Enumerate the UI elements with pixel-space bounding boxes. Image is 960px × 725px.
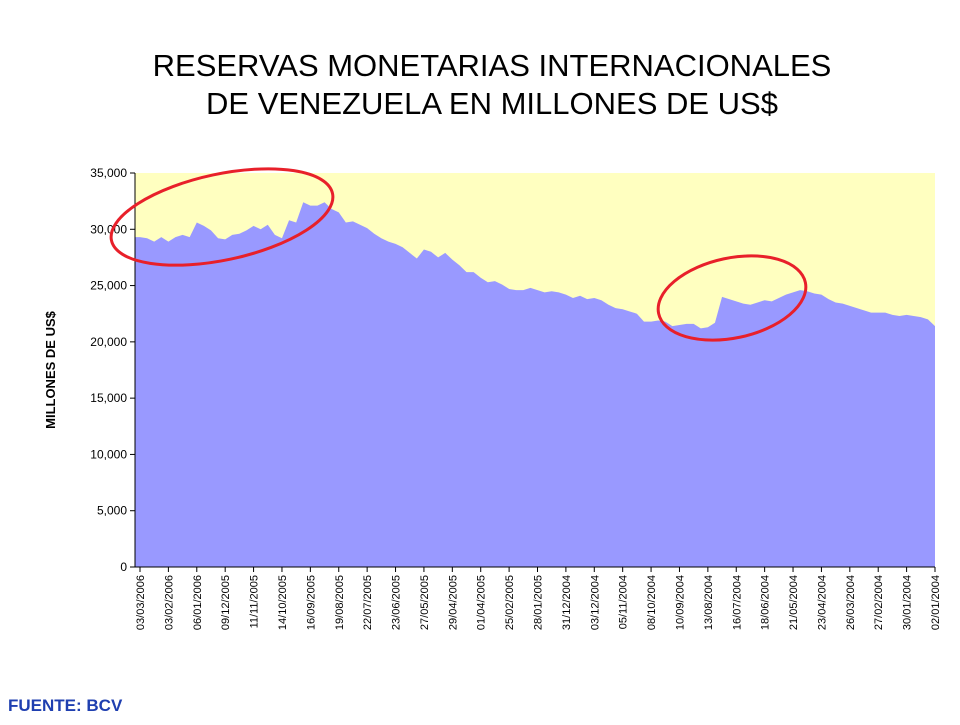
x-tick-label: 27/02/2004 [873,575,885,630]
y-tick-label: 20,000 [90,335,127,349]
x-tick-label: 23/06/2005 [391,575,403,630]
x-tick-label: 03/02/2006 [163,575,175,630]
x-tick-label: 13/08/2004 [703,575,715,630]
y-tick-label: 30,000 [90,222,127,236]
x-tick-label: 05/11/2004 [618,575,630,629]
x-tick-label: 18/06/2004 [760,575,772,630]
area [135,202,935,568]
highlight-ellipse [109,167,335,267]
x-tick-label: 28/01/2005 [533,575,545,630]
source: FUENTE: BCV [8,696,123,715]
x-tick-label: 27/05/2005 [419,575,431,630]
highlight-ellipse [656,254,808,342]
x-tick-label: 30/01/2004 [902,575,914,630]
x-tick-label: 31/12/2004 [561,575,573,630]
x-tick-label: 21/05/2004 [788,575,800,630]
y-tick-label: 10,000 [90,447,127,461]
y-tick-label: 35,000 [90,166,127,180]
x-tick-label: 03/03/2006 [135,575,147,630]
x-tick-label: 22/07/2005 [362,575,374,630]
x-tick-label: 14/10/2005 [277,575,289,630]
x-tick-label: 11/11/2005 [249,575,261,628]
chart-title: DE VENEZUELA EN MILLONES DE US$ [206,86,778,121]
x-tick-label: 23/04/2004 [816,575,828,630]
x-tick-label: 02/01/2004 [930,575,942,630]
x-tick-label: 03/12/2004 [589,575,601,630]
x-tick-label: 10/09/2004 [674,575,686,630]
x-tick-label: 08/10/2004 [646,575,658,630]
chart-title: RESERVAS MONETARIAS INTERNACIONALES [153,48,832,83]
x-tick-label: 29/04/2005 [447,575,459,630]
y-tick-label: 25,000 [90,279,127,293]
x-tick-label: 06/01/2006 [192,575,204,630]
x-tick-label: 16/07/2004 [731,575,743,630]
x-tick-label: 19/08/2005 [334,575,346,630]
y-tick-label: 15,000 [90,391,127,405]
x-tick-label: 25/02/2005 [504,575,516,630]
x-tick-label: 01/04/2005 [476,575,488,630]
y-tick-label: 5,000 [97,504,127,518]
x-tick-label: 16/09/2005 [305,575,317,630]
y-axis-label: MILLONES DE US$ [43,310,58,429]
x-tick-label: 26/03/2004 [845,575,857,630]
x-tick-label: 09/12/2005 [220,575,232,630]
y-tick-label: 0 [120,560,127,574]
